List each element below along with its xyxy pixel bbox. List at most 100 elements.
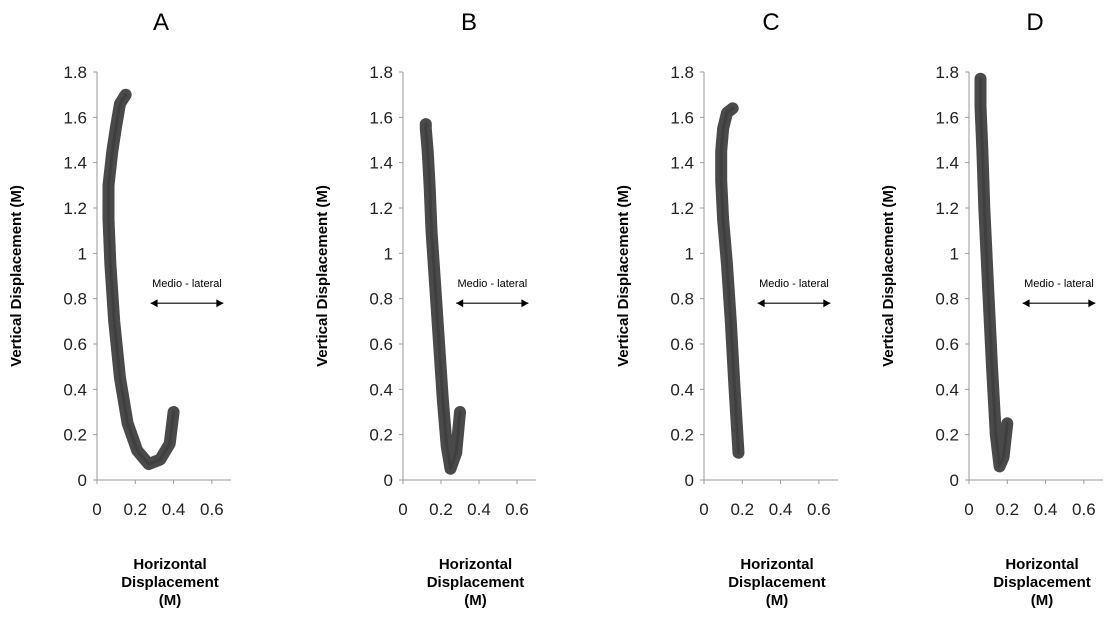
y-tick-label: 1.6 [63,108,87,127]
medio-lateral-label: Medio - lateral [457,278,527,290]
panel-b: B 0 0.2 0.4 0.6 0.8 1 1.2 1.4 1.6 1.8 0 0.2 0.4 0.6 Ver… [314,9,536,609]
panel-title: C [762,9,779,36]
y-tick-label: 1.8 [63,63,87,82]
panel-title: A [153,9,169,36]
x-tick-label: 0.4 [467,500,491,519]
x-tick-label: 0.4 [769,500,793,519]
y-tick-label: 1.4 [935,154,959,173]
trajectory-band [974,72,1014,473]
panel-a: A 0 0.2 0.4 0.6 0.8 1 1.2 1.4 1.6 1.8 0 0.2 0.4 0.6 Ver… [8,9,231,609]
y-tick-label: 1.4 [369,154,393,173]
y-tick-label: 0.8 [63,290,87,309]
y-tick-label: 0.4 [935,380,959,399]
x-tick-label: 0.2 [123,500,147,519]
y-tick-label: 1.8 [935,63,959,82]
trajectory-band [715,102,745,459]
x-tick-label: 0.6 [1072,500,1096,519]
y-tick-label: 0 [384,471,393,490]
y-tick-label: 1.8 [369,63,393,82]
y-tick-label: 0.6 [63,335,87,354]
y-tick-label: 1.2 [63,199,87,218]
y-tick-label: 0.4 [670,380,694,399]
trajectory-line [107,93,176,466]
x-tick-label: 0.2 [995,500,1019,519]
y-tick-label: 1.2 [369,199,393,218]
panel-d: D 0 0.2 0.4 0.6 0.8 1 1.2 1.4 1.6 1.8 0 0.2 0.4 0.6 Ver… [880,9,1103,609]
y-tick-label: 0.8 [935,290,959,309]
y-tick-label: 1 [78,244,87,263]
y-tick-label: 0.6 [935,335,959,354]
y-tick-label: 1.4 [63,154,87,173]
x-tick-label: 0 [964,500,973,519]
x-tick-label: 0.2 [730,500,754,519]
x-axis-label-line: (M) [159,592,182,609]
y-tick-label: 0.4 [63,380,87,399]
y-tick-label: 1.2 [935,199,959,218]
arrowhead-right [823,299,831,308]
x-axis-label-line: Horizontal [740,556,813,573]
x-axis-label-line: (M) [464,592,487,609]
x-axis-label-line: Horizontal [439,556,512,573]
x-tick-label: 0.6 [200,500,224,519]
y-tick-label: 1.6 [369,108,393,127]
arrowhead-left [1022,299,1030,308]
y-axis-label: Vertical Displacement (M) [8,185,25,367]
y-tick-label: 0.4 [369,380,393,399]
y-tick-label: 1 [950,244,959,263]
x-tick-label: 0.6 [807,500,831,519]
y-tick-label: 1.4 [670,154,694,173]
arrowhead-left [150,299,158,308]
y-tick-label: 0.2 [369,426,393,445]
x-axis-label-line: Horizontal [133,556,206,573]
y-tick-label: 0.8 [670,290,694,309]
trajectory-line [424,122,462,471]
x-tick-label: 0.2 [429,500,453,519]
trajectory-band [419,118,466,475]
arrowhead-right [521,299,529,308]
x-tick-label: 0 [699,500,708,519]
medio-lateral-label: Medio - lateral [759,278,829,290]
x-tick-label: 0.4 [162,500,186,519]
x-tick-label: 0.6 [505,500,529,519]
trajectory-line [979,77,1009,468]
arrowhead-right [216,299,224,308]
arrowhead-right [1088,299,1096,308]
arrowhead-left [757,299,765,308]
y-tick-label: 0.6 [369,335,393,354]
y-tick-label: 0 [78,471,87,490]
x-axis-label-line: Displacement [993,574,1091,591]
y-tick-label: 1.2 [670,199,694,218]
x-axis-label-line: (M) [1031,592,1054,609]
x-axis-label-line: Displacement [121,574,219,591]
y-axis-label: Vertical Displacement (M) [880,185,897,367]
y-tick-label: 0 [685,471,694,490]
y-tick-label: 1.6 [670,108,694,127]
y-tick-label: 1.6 [935,108,959,127]
x-tick-label: 0.4 [1034,500,1058,519]
y-tick-label: 1.8 [670,63,694,82]
trajectory-line [719,106,740,455]
y-tick-label: 0.2 [670,426,694,445]
medio-lateral-label: Medio - lateral [1024,278,1094,290]
medio-lateral-label: Medio - lateral [152,278,222,290]
panel-title: B [461,9,477,36]
x-tick-label: 0 [92,500,101,519]
x-tick-label: 0 [398,500,407,519]
x-axis-label-line: Horizontal [1005,556,1078,573]
y-axis-label: Vertical Displacement (M) [314,185,331,367]
x-axis-label-line: Displacement [427,574,525,591]
y-tick-label: 0.6 [670,335,694,354]
y-tick-label: 0 [950,471,959,490]
y-tick-label: 0.2 [935,426,959,445]
trajectory-band [102,88,180,471]
y-axis-label: Vertical Displacement (M) [615,185,632,367]
y-tick-label: 1 [384,244,393,263]
x-axis-label-line: (M) [766,592,789,609]
panel-title: D [1026,9,1043,36]
y-tick-label: 1 [685,244,694,263]
y-tick-label: 0.8 [369,290,393,309]
panel-c: C 0 0.2 0.4 0.6 0.8 1 1.2 1.4 1.6 1.8 0 0.2 0.4 0.6 Ver… [615,9,838,609]
x-axis-label-line: Displacement [728,574,826,591]
